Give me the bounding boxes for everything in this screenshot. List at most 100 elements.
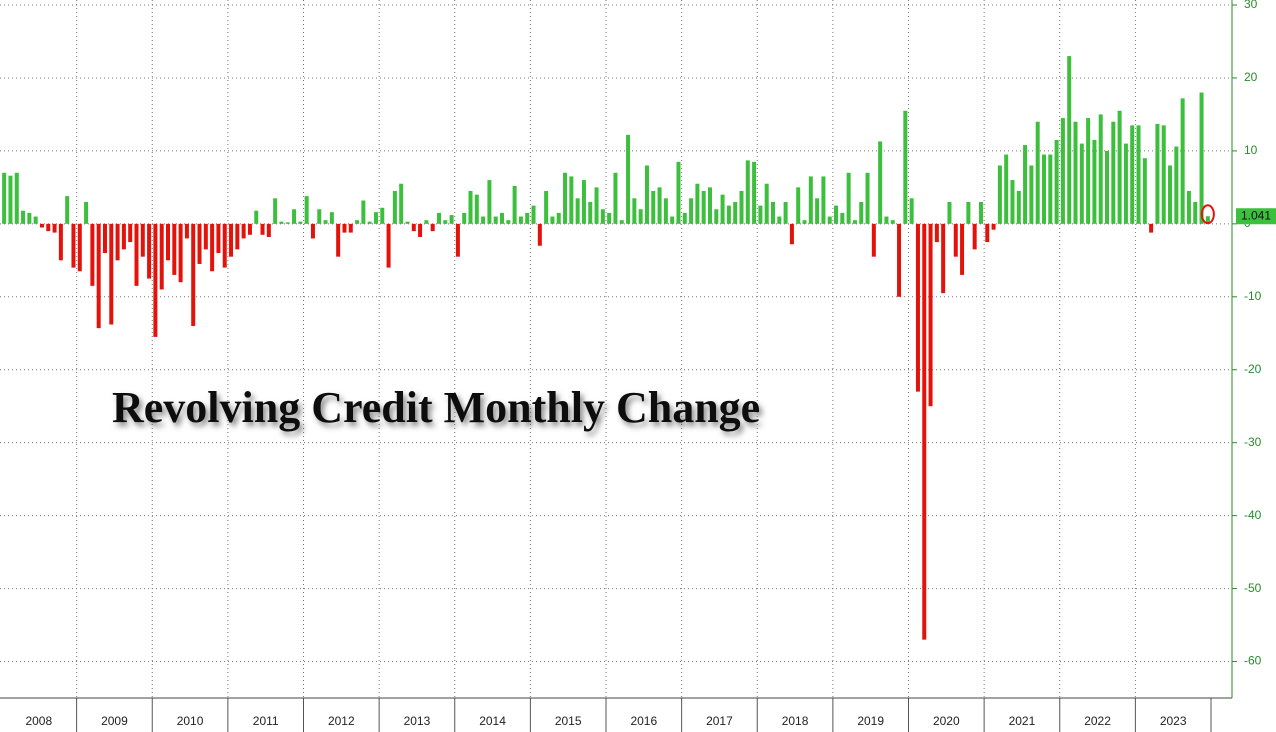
bar <box>518 216 523 224</box>
chart-title: Revolving Credit Monthly Change <box>112 383 760 432</box>
x-tick-label: 2013 <box>404 714 431 728</box>
bar <box>997 165 1002 224</box>
bar <box>871 223 876 257</box>
bar <box>386 223 391 268</box>
bar <box>1186 191 1191 224</box>
bar <box>796 187 801 224</box>
y-tick-label: -30 <box>1244 435 1262 449</box>
y-tick-label: 10 <box>1244 143 1258 157</box>
bar <box>594 187 599 224</box>
bar <box>392 191 397 224</box>
bar <box>903 110 908 224</box>
bar <box>1079 143 1084 224</box>
bar <box>285 222 290 224</box>
bar <box>266 223 271 237</box>
bar <box>657 187 662 224</box>
bar <box>361 200 366 224</box>
bar <box>1010 180 1015 224</box>
bar <box>134 223 139 286</box>
bar <box>65 196 70 224</box>
bar <box>512 185 517 224</box>
bar <box>758 205 763 224</box>
bar <box>884 216 889 224</box>
bar <box>550 216 555 224</box>
bar <box>474 194 479 224</box>
bar <box>865 172 870 224</box>
bar <box>455 223 460 257</box>
bar <box>897 223 902 297</box>
bar <box>8 175 13 224</box>
bar <box>771 201 776 224</box>
bar <box>21 210 26 224</box>
bar <box>462 212 467 224</box>
bar <box>1029 165 1034 224</box>
bar <box>443 220 448 224</box>
bar <box>102 223 107 254</box>
bar <box>953 223 958 257</box>
bar <box>1067 56 1072 224</box>
bar <box>626 134 631 224</box>
bar <box>405 221 410 224</box>
last-value-label: 1.041 <box>1241 208 1271 222</box>
bar <box>235 223 240 250</box>
bar <box>121 223 126 250</box>
bar <box>802 220 807 224</box>
bar <box>600 209 605 224</box>
x-tick-label: 2020 <box>933 714 960 728</box>
bar <box>14 172 19 224</box>
bar <box>1168 165 1173 224</box>
bar <box>852 220 857 224</box>
bar <box>348 223 353 233</box>
bar <box>96 223 101 329</box>
bar <box>644 165 649 224</box>
bar <box>701 191 706 224</box>
bar <box>789 223 794 245</box>
bar <box>934 223 939 243</box>
bar <box>109 223 114 325</box>
bar <box>556 212 561 224</box>
bar <box>27 212 32 224</box>
bar <box>928 223 933 407</box>
bar <box>707 187 712 224</box>
x-tick-label: 2023 <box>1160 714 1187 728</box>
bar <box>783 201 788 224</box>
bar <box>46 223 51 232</box>
bar <box>273 198 278 224</box>
bar <box>418 223 423 237</box>
bar <box>178 223 183 283</box>
bar <box>342 223 347 233</box>
bar <box>411 223 416 232</box>
y-tick-label: -20 <box>1244 362 1262 376</box>
bar <box>1123 143 1128 224</box>
bar <box>153 223 158 337</box>
bar <box>222 223 227 268</box>
bar <box>1073 121 1078 224</box>
bar <box>298 221 303 224</box>
bar <box>682 212 687 224</box>
bar <box>1174 146 1179 224</box>
bar <box>487 180 492 224</box>
bar <box>1130 125 1135 224</box>
bar <box>1117 110 1122 224</box>
bar <box>859 201 864 224</box>
bar <box>726 205 731 224</box>
bar <box>147 223 152 279</box>
highlight-circle <box>1200 204 1215 225</box>
bar <box>991 223 996 230</box>
bar <box>90 223 95 286</box>
bar <box>1105 150 1110 224</box>
bar <box>216 223 221 254</box>
bar <box>663 198 668 224</box>
bar <box>1048 154 1053 224</box>
bar <box>846 172 851 224</box>
bar <box>52 223 57 233</box>
bar <box>1035 121 1040 224</box>
bar <box>71 223 76 268</box>
x-tick-label: 2009 <box>101 714 128 728</box>
bar <box>336 223 341 257</box>
bar <box>960 223 965 275</box>
bar <box>1060 118 1065 224</box>
bar <box>323 220 328 224</box>
bar <box>890 220 895 224</box>
